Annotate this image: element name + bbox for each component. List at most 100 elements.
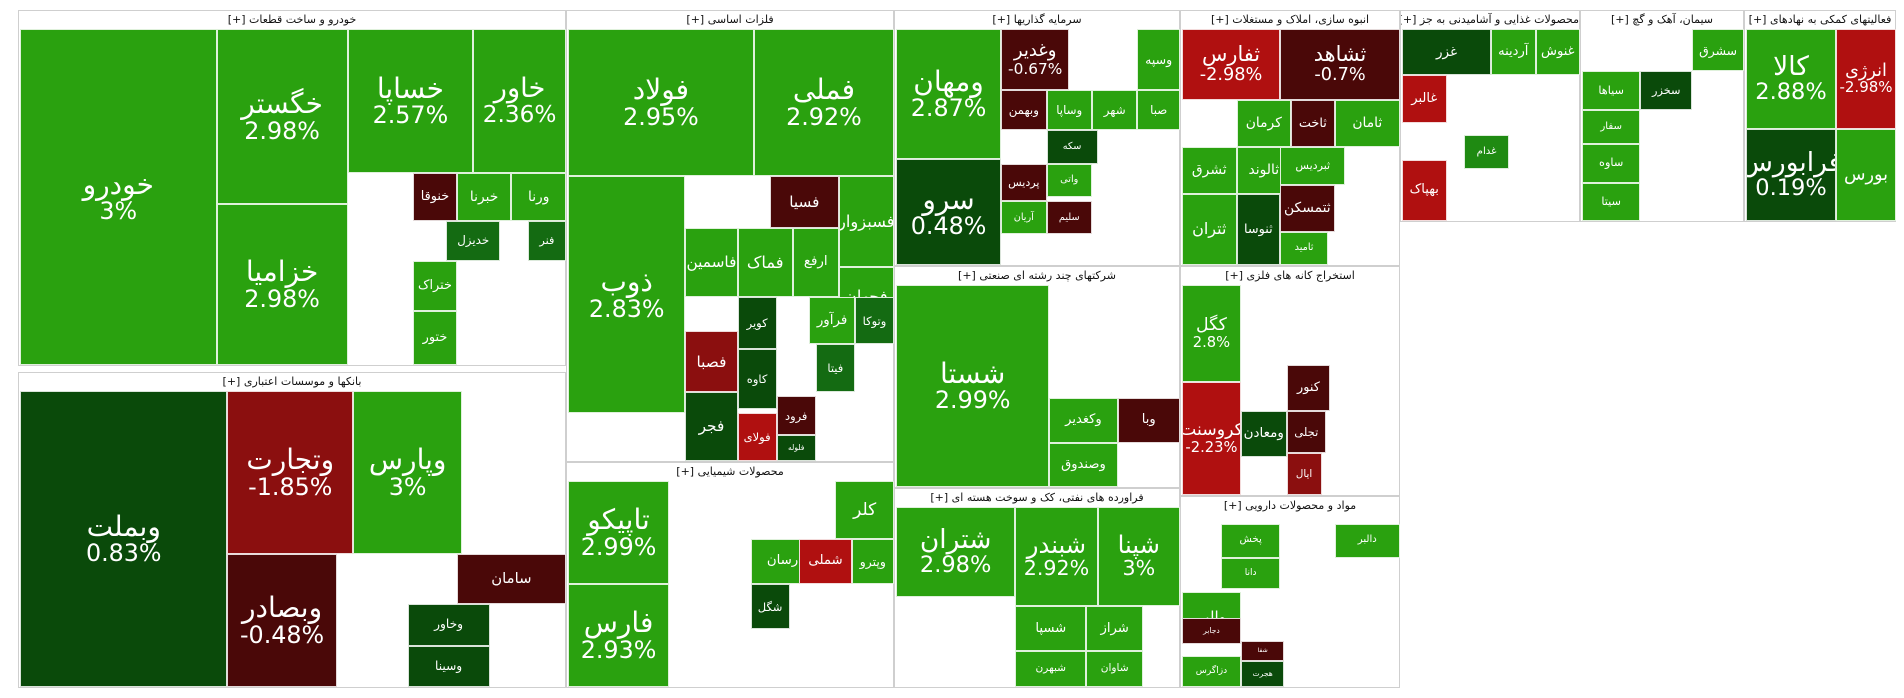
stock-tile[interactable]: غدام xyxy=(1464,134,1509,170)
stock-tile[interactable]: وغدیر -0.67% xyxy=(1001,29,1070,91)
sector-title[interactable]: خودرو و ساخت قطعات [+] xyxy=(227,13,357,26)
stock-tile[interactable]: فصبا xyxy=(685,331,738,392)
stock-tile[interactable]: وساپا xyxy=(1046,90,1092,131)
stock-tile[interactable]: واتی xyxy=(1046,163,1092,197)
stock-tile[interactable]: فسبزوار xyxy=(838,175,894,267)
stock-tile[interactable]: فملی 2.92% xyxy=(753,29,894,176)
stock-tile[interactable]: ورنا xyxy=(511,173,566,221)
stock-tile[interactable]: تاپیکو 2.99% xyxy=(568,481,670,584)
stock-tile[interactable]: وکغدیر xyxy=(1049,398,1118,443)
stock-tile[interactable]: وسپه xyxy=(1137,29,1180,91)
stock-tile[interactable]: هجرت xyxy=(1240,661,1285,687)
stock-tile[interactable]: فرود xyxy=(776,396,816,436)
sector-title[interactable]: فلزات اساسی [+] xyxy=(686,13,774,26)
stock-tile[interactable]: ثتمسکن xyxy=(1280,184,1335,232)
stock-tile[interactable]: فرآور xyxy=(809,296,855,345)
stock-tile[interactable]: خنوقا xyxy=(413,173,457,221)
stock-tile[interactable]: ثتران xyxy=(1182,194,1237,265)
stock-tile[interactable]: شتران 2.98% xyxy=(896,507,1016,597)
stock-tile[interactable]: وتوکا xyxy=(854,296,894,345)
stock-tile[interactable]: شبهرن xyxy=(1015,651,1087,687)
stock-tile[interactable]: خبرنا xyxy=(456,173,512,221)
stock-tile[interactable]: ثفارس -2.98% xyxy=(1182,29,1281,100)
stock-tile[interactable]: ثامان xyxy=(1334,99,1400,147)
stock-tile[interactable]: فجر xyxy=(685,391,738,461)
stock-tile[interactable]: وبصادر -0.48% xyxy=(227,553,337,687)
stock-tile[interactable]: دجابر xyxy=(1182,618,1241,644)
sector-title[interactable]: استخراج کانه های فلزی [+] xyxy=(1225,269,1355,282)
stock-tile[interactable]: ثنوسا xyxy=(1236,194,1281,265)
stock-tile[interactable]: فماک xyxy=(737,227,793,297)
stock-tile[interactable]: انرژی -2.98% xyxy=(1836,29,1896,129)
stock-tile[interactable]: ساوه xyxy=(1582,144,1641,183)
stock-tile[interactable]: دانا xyxy=(1221,558,1281,589)
stock-tile[interactable]: کاوه xyxy=(737,348,777,410)
stock-tile[interactable]: ومهان 2.87% xyxy=(896,29,1002,159)
stock-tile[interactable]: وصندوق xyxy=(1049,442,1118,487)
stock-tile[interactable]: دزاگرس xyxy=(1182,656,1241,687)
stock-tile[interactable]: شفا xyxy=(1240,640,1285,662)
sector-title[interactable]: مواد و محصولات دارویی [+] xyxy=(1223,499,1357,512)
stock-tile[interactable]: خساپا 2.57% xyxy=(347,29,474,174)
stock-tile[interactable]: خاور 2.36% xyxy=(473,29,566,174)
stock-tile[interactable]: ایال xyxy=(1286,453,1322,495)
sector-title[interactable]: شرکتهای چند رشته ای صنعتی [+] xyxy=(958,269,1116,282)
stock-tile[interactable]: سخزر xyxy=(1640,71,1693,110)
stock-tile[interactable]: سیاها xyxy=(1582,71,1641,110)
stock-tile[interactable]: خودرو 3% xyxy=(20,29,217,365)
sector-title[interactable]: محصولات غذایی و آشامیدنی به جز [+] xyxy=(1401,13,1579,26)
stock-tile[interactable]: خگستر 2.98% xyxy=(216,29,348,204)
stock-tile[interactable]: فولای xyxy=(737,413,777,461)
stock-tile[interactable]: بورس xyxy=(1836,128,1896,221)
stock-tile[interactable]: آریان xyxy=(1001,201,1047,235)
stock-tile[interactable]: بهپاک xyxy=(1402,159,1447,221)
sector-title[interactable]: فراورده های نفتی، کک و سوخت هسته ای [+] xyxy=(930,491,1144,504)
stock-tile[interactable]: پردیس xyxy=(1001,163,1047,202)
stock-tile[interactable]: شپنا 3% xyxy=(1097,507,1180,606)
stock-tile[interactable]: کالا 2.88% xyxy=(1746,29,1836,129)
stock-tile[interactable]: وبملت 0.83% xyxy=(20,391,228,687)
stock-tile[interactable]: وتجارت -1.85% xyxy=(227,391,354,554)
stock-tile[interactable]: وپترو xyxy=(851,538,894,584)
stock-tile[interactable]: شگل xyxy=(750,584,790,630)
stock-tile[interactable]: سیتا xyxy=(1582,182,1641,221)
stock-tile[interactable]: غنوش xyxy=(1535,29,1580,76)
stock-tile[interactable]: غالبر xyxy=(1402,75,1447,124)
stock-tile[interactable]: دالبر xyxy=(1334,523,1400,558)
stock-tile[interactable]: کلر xyxy=(835,481,894,539)
stock-tile[interactable]: شسپا xyxy=(1015,606,1087,651)
stock-tile[interactable]: کنور xyxy=(1286,364,1331,411)
stock-tile[interactable]: ثاخت xyxy=(1291,99,1335,147)
stock-tile[interactable]: وپارس 3% xyxy=(353,391,463,554)
sector-title[interactable]: سرمایه گذاریها [+] xyxy=(992,13,1082,26)
stock-tile[interactable]: خدیزل xyxy=(445,220,501,261)
sector-title[interactable]: انبوه سازی، املاک و مستغلات [+] xyxy=(1210,13,1370,26)
sector-title[interactable]: محصولات شیمیایی [+] xyxy=(676,465,784,478)
stock-tile[interactable]: شاوان xyxy=(1086,651,1144,687)
sector-title[interactable]: بانکها و موسسات اعتباری [+] xyxy=(222,375,362,388)
stock-tile[interactable]: کروسنت -2.23% xyxy=(1182,381,1241,495)
stock-tile[interactable]: کویر xyxy=(737,296,777,349)
sector-title[interactable]: فعالیتهای کمکی به نهادهای [+] xyxy=(1748,13,1892,26)
sector-title[interactable]: سیمان، آهک و گچ [+] xyxy=(1610,13,1713,26)
stock-tile[interactable]: فنر xyxy=(527,220,566,261)
stock-tile[interactable]: ثامید xyxy=(1280,231,1329,265)
stock-tile[interactable]: شستا 2.99% xyxy=(896,285,1050,487)
stock-tile[interactable]: صبا xyxy=(1137,90,1180,131)
stock-tile[interactable]: آردینه xyxy=(1491,29,1536,76)
stock-tile[interactable]: وبا xyxy=(1117,398,1180,443)
stock-tile[interactable]: خزامیا 2.98% xyxy=(216,203,348,365)
stock-tile[interactable]: شملی xyxy=(799,538,852,584)
stock-tile[interactable]: وخاور xyxy=(407,604,490,646)
stock-tile[interactable]: ثشرق xyxy=(1182,147,1237,195)
stock-tile[interactable]: پخش xyxy=(1221,523,1281,558)
stock-tile[interactable]: ختور xyxy=(413,311,457,365)
stock-tile[interactable]: غزر xyxy=(1402,29,1491,76)
stock-tile[interactable]: ختراک xyxy=(413,260,457,312)
stock-tile[interactable]: سفار xyxy=(1582,109,1641,145)
stock-tile[interactable]: وبهمن xyxy=(1001,90,1047,131)
stock-tile[interactable]: سامان xyxy=(456,553,566,605)
stock-tile[interactable]: سکه xyxy=(1046,130,1098,164)
stock-tile[interactable]: سلیم xyxy=(1046,201,1092,235)
stock-tile[interactable]: ارفع xyxy=(792,227,839,297)
